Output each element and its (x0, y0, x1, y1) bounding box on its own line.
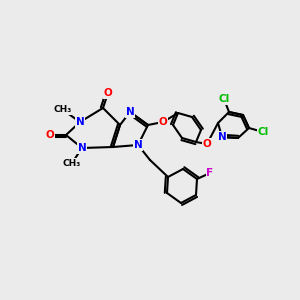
Text: N: N (76, 117, 84, 127)
Text: N: N (134, 140, 142, 150)
Text: O: O (202, 139, 211, 149)
Text: O: O (46, 130, 54, 140)
Text: CH₃: CH₃ (54, 106, 72, 115)
Text: CH₃: CH₃ (63, 158, 81, 167)
Text: N: N (218, 132, 226, 142)
Text: N: N (126, 107, 134, 117)
Text: Cl: Cl (257, 127, 268, 137)
Text: F: F (206, 168, 214, 178)
Text: Cl: Cl (218, 94, 230, 104)
Text: O: O (103, 88, 112, 98)
Text: N: N (78, 143, 86, 153)
Text: O: O (159, 117, 167, 127)
